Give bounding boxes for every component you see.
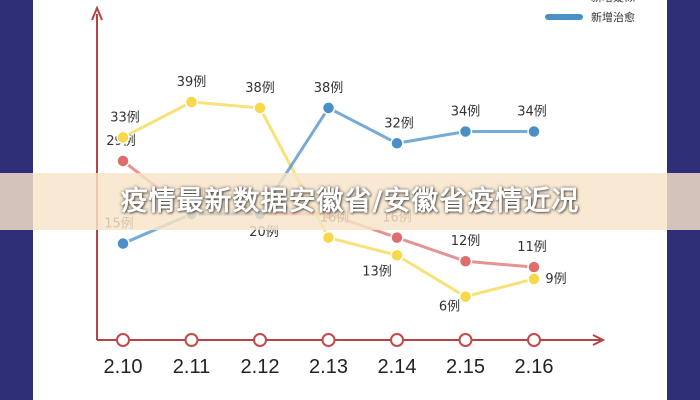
data-label: 32例 [384,116,414,131]
data-point [116,154,130,168]
data-label: 34例 [451,104,481,119]
data-point [527,272,541,286]
legend-swatch [545,14,583,20]
data-point [458,254,473,268]
data-label: 9例 [545,272,566,287]
x-tick-marker [527,333,541,347]
x-tick-label: 2.13 [309,356,348,378]
x-tick-label: 2.16 [515,356,554,378]
data-point [184,95,199,109]
data-point [253,101,267,115]
data-label: 13例 [362,264,392,279]
x-tick-marker [458,333,473,347]
x-tick-marker [390,333,404,347]
x-tick-label: 2.14 [378,356,417,378]
x-tick-marker [321,333,336,347]
x-tick-label: 2.10 [104,356,143,378]
x-tick-marker [253,333,267,347]
banner-title: 疫情最新数据安徽省/安徽省疫情近况 [120,186,580,217]
data-point [458,289,473,304]
x-tick-label: 2.12 [241,356,280,378]
title-banner [0,173,700,230]
x-tick-marker [184,333,199,347]
legend-label: 新增疑似 [591,0,635,4]
data-label: 12例 [451,234,481,249]
data-label: 11例 [517,240,547,255]
data-label: 6例 [439,300,460,315]
data-label: 34例 [517,104,547,119]
data-label: 38例 [314,81,344,96]
data-point [527,260,541,274]
x-tick-label: 2.15 [446,356,485,378]
data-point [116,236,130,251]
x-tick-marker [116,333,130,347]
data-label: 33例 [110,110,140,125]
data-point [390,248,404,263]
data-point [116,130,130,145]
data-point [390,230,404,245]
x-tick-label: 2.11 [173,356,210,378]
data-point [458,124,473,139]
legend-label: 新增治愈 [591,10,635,24]
x-axis-arrow [592,334,606,346]
data-label: 38例 [245,81,275,96]
data-point [390,136,404,151]
data-point [527,124,541,139]
data-point [321,230,336,245]
y-axis-arrow [91,5,103,21]
data-point [321,101,336,115]
data-label: 39例 [177,75,207,90]
